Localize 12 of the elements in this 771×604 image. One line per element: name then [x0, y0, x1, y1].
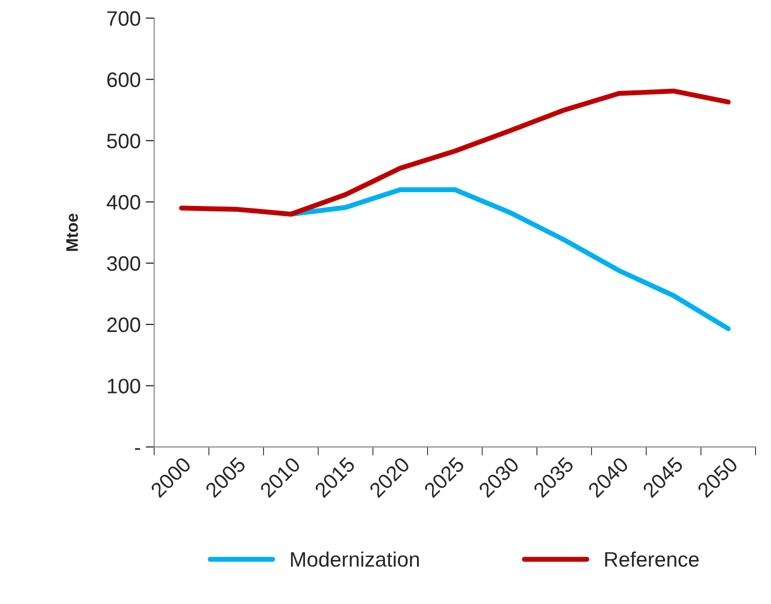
y-tick-label: 500 [107, 134, 140, 148]
y-tick-label: 300 [107, 256, 140, 271]
y-tick-label: 200 [107, 317, 140, 332]
legend-label: Reference [605, 552, 699, 567]
legend-label: Modernization [291, 551, 419, 567]
y-tick-label: 400 [106, 194, 140, 210]
y-axis-title: Mtoe [66, 214, 78, 251]
y-tick-label: - [134, 448, 140, 450]
line-series [179, 88, 731, 217]
y-tick-label: 700 [107, 11, 140, 26]
y-tick-label: 600 [107, 72, 140, 88]
y-tick-label: 100 [108, 378, 140, 394]
